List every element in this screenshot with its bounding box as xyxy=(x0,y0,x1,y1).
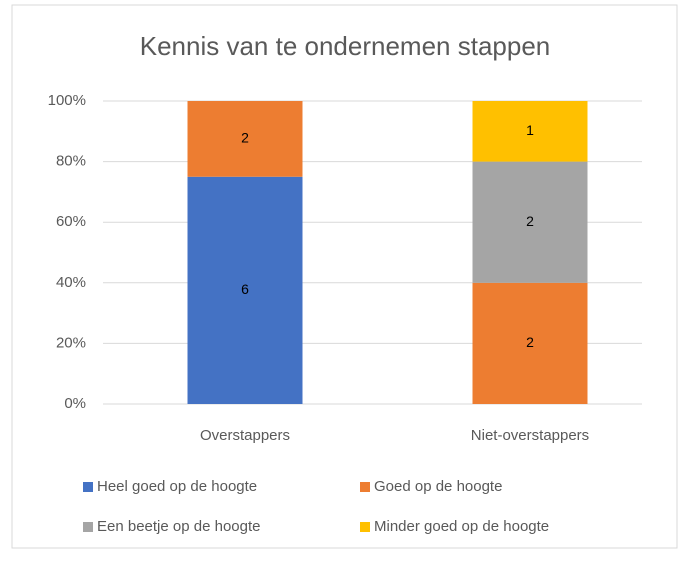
bar-segment xyxy=(472,161,588,283)
bar-segment xyxy=(187,101,303,177)
legend-label: Heel goed op de hoogte xyxy=(97,478,257,495)
bar-segment xyxy=(187,176,303,404)
y-tick-label: 80% xyxy=(56,153,86,170)
data-label: 1 xyxy=(526,122,534,138)
legend-swatch xyxy=(360,522,370,532)
chart-title: Kennis van te ondernemen stappen xyxy=(140,31,551,61)
y-tick-label: 0% xyxy=(64,395,86,412)
legend-swatch xyxy=(83,482,93,492)
y-tick-label: 40% xyxy=(56,274,86,291)
y-tick-label: 60% xyxy=(56,213,86,230)
legend-label: Goed op de hoogte xyxy=(374,478,502,495)
data-label: 2 xyxy=(526,334,534,350)
bar-segment xyxy=(472,101,588,162)
legend-label: Een beetje op de hoogte xyxy=(97,518,260,535)
data-label: 6 xyxy=(241,281,249,297)
y-tick-label: 100% xyxy=(48,92,86,109)
data-label: 2 xyxy=(241,130,249,146)
x-tick-label: Niet-overstappers xyxy=(471,427,589,444)
legend-label: Minder goed op de hoogte xyxy=(374,518,549,535)
legend-swatch xyxy=(360,482,370,492)
y-tick-label: 20% xyxy=(56,334,86,351)
legend-swatch xyxy=(83,522,93,532)
x-tick-label: Overstappers xyxy=(200,427,290,444)
data-label: 2 xyxy=(526,213,534,229)
bar-segment xyxy=(472,282,588,404)
